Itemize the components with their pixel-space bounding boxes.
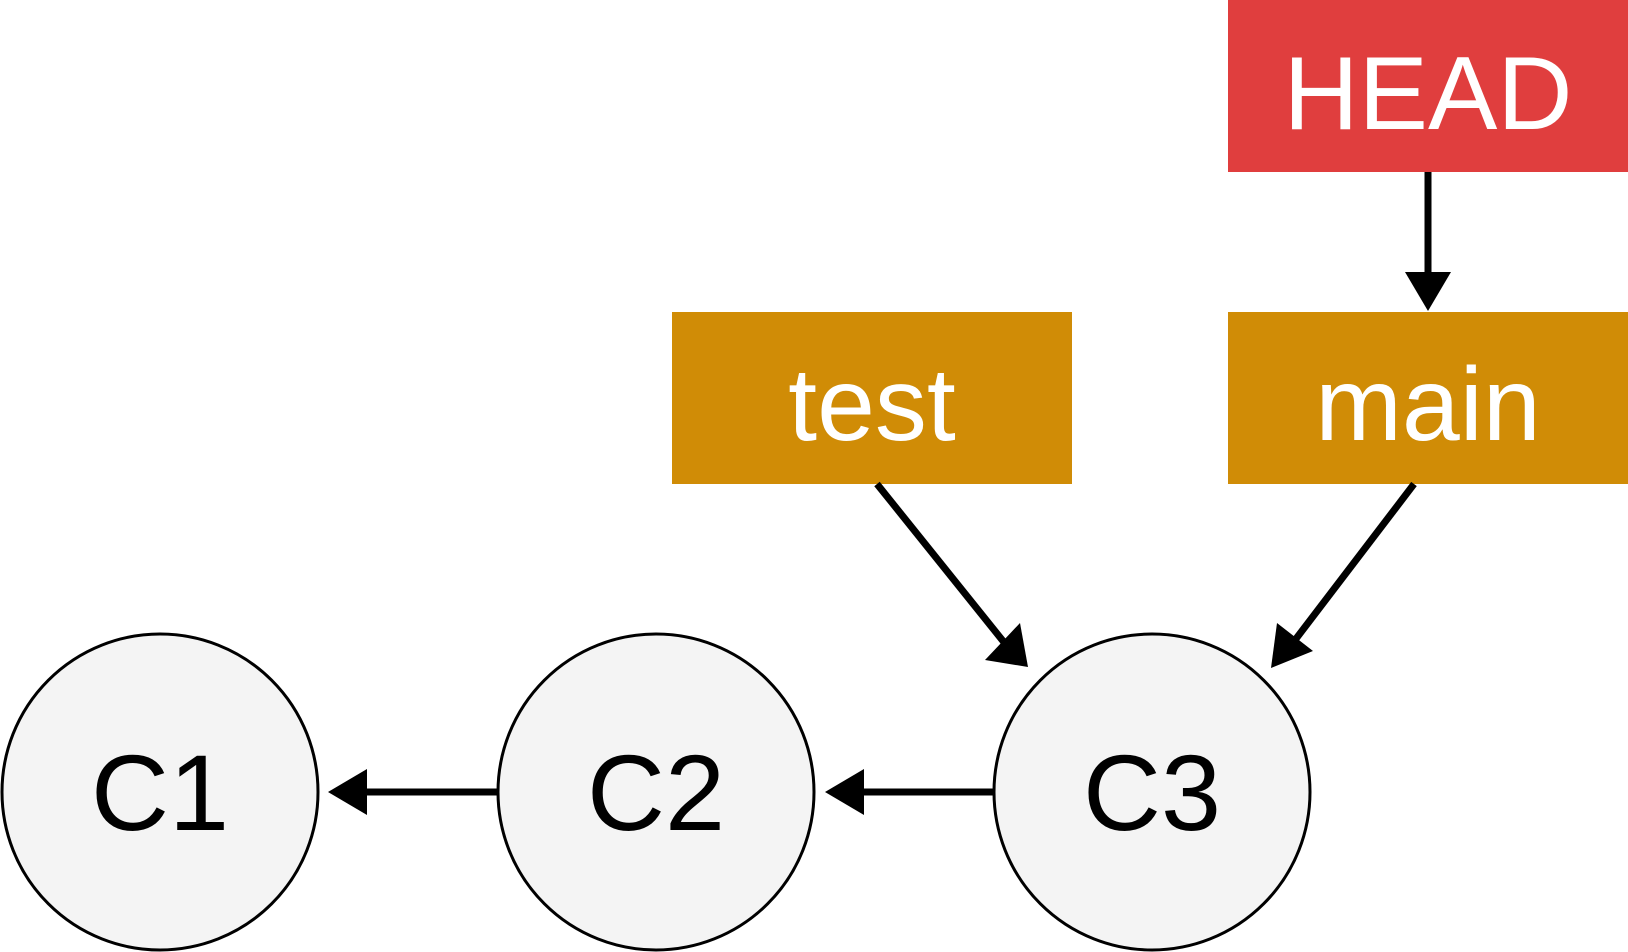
- test-branch: test: [672, 312, 1072, 484]
- main-branch: main: [1228, 312, 1628, 484]
- commit-c2-node: [496, 632, 816, 952]
- edge-c2-to-c1: [328, 769, 498, 815]
- commit-c1-node: [0, 632, 320, 952]
- commit-c1: C1: [0, 632, 320, 952]
- commit-c3-node: [992, 632, 1312, 952]
- head-ref-label: HEAD: [1284, 36, 1573, 152]
- test-branch-label: test: [788, 347, 956, 463]
- main-branch-box: [1228, 312, 1628, 484]
- edge-test-to-c3: [874, 481, 1028, 667]
- commit-c3: C3: [992, 632, 1312, 952]
- commit-c2: C2: [496, 632, 816, 952]
- head-ref: HEAD: [1228, 0, 1628, 172]
- commit-c2-label: C2: [587, 732, 725, 853]
- commit-c3-label: C3: [1083, 732, 1221, 853]
- head-ref-box: [1228, 0, 1628, 172]
- edge-main-to-c3: [1271, 481, 1417, 668]
- edge-c3-to-c2: [825, 769, 994, 815]
- commit-c1-label: C1: [91, 732, 229, 853]
- main-branch-label: main: [1315, 347, 1540, 463]
- edge-head-to-main: [1405, 172, 1451, 311]
- test-branch-box: [672, 312, 1072, 484]
